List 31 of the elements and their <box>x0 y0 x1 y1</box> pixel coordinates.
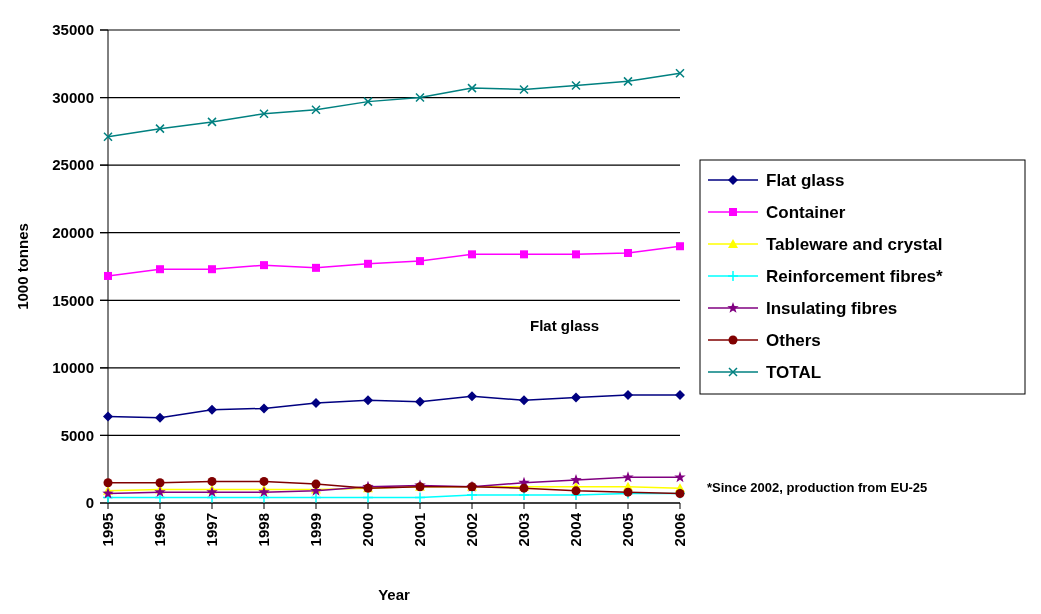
legend-label: Reinforcement fibres* <box>766 266 944 286</box>
legend-label: TOTAL <box>766 362 822 382</box>
legend-label: Tableware and crystal <box>766 234 943 254</box>
legend-label: Insulating fibres <box>766 298 898 318</box>
x-tick-label: 1999 <box>307 513 325 547</box>
x-tick-label: 1995 <box>99 513 117 547</box>
y-tick-label: 35000 <box>52 21 94 39</box>
x-tick-label: 2001 <box>411 513 429 547</box>
x-tick-label: 2004 <box>567 512 585 547</box>
y-axis-title: 1000 tonnes <box>14 223 31 310</box>
x-tick-label: 1997 <box>203 513 221 547</box>
x-tick-label: 2000 <box>359 513 377 547</box>
x-tick-label: 2002 <box>463 513 481 547</box>
y-tick-label: 30000 <box>52 88 94 106</box>
y-tick-label: 15000 <box>52 291 94 309</box>
text: *Since 2002, production from EU-25 <box>707 480 928 495</box>
y-tick-label: 5000 <box>60 426 94 444</box>
x-tick-label: 1998 <box>255 513 273 547</box>
y-tick-label: 25000 <box>52 156 94 174</box>
y-tick-label: 0 <box>85 494 94 512</box>
y-tick-label: 10000 <box>52 359 94 377</box>
x-tick-label: 2006 <box>671 513 689 547</box>
x-tick-label: 2005 <box>619 513 637 547</box>
legend-label: Others <box>766 330 821 350</box>
x-axis-title: Year <box>378 586 411 603</box>
legend-label: Flat glass <box>766 170 845 190</box>
x-tick-label: 1996 <box>151 513 169 547</box>
y-tick-label: 20000 <box>52 223 94 241</box>
x-tick-label: 2003 <box>515 513 533 547</box>
legend-label: Container <box>766 202 846 222</box>
annotation: Flat glass <box>530 317 600 334</box>
